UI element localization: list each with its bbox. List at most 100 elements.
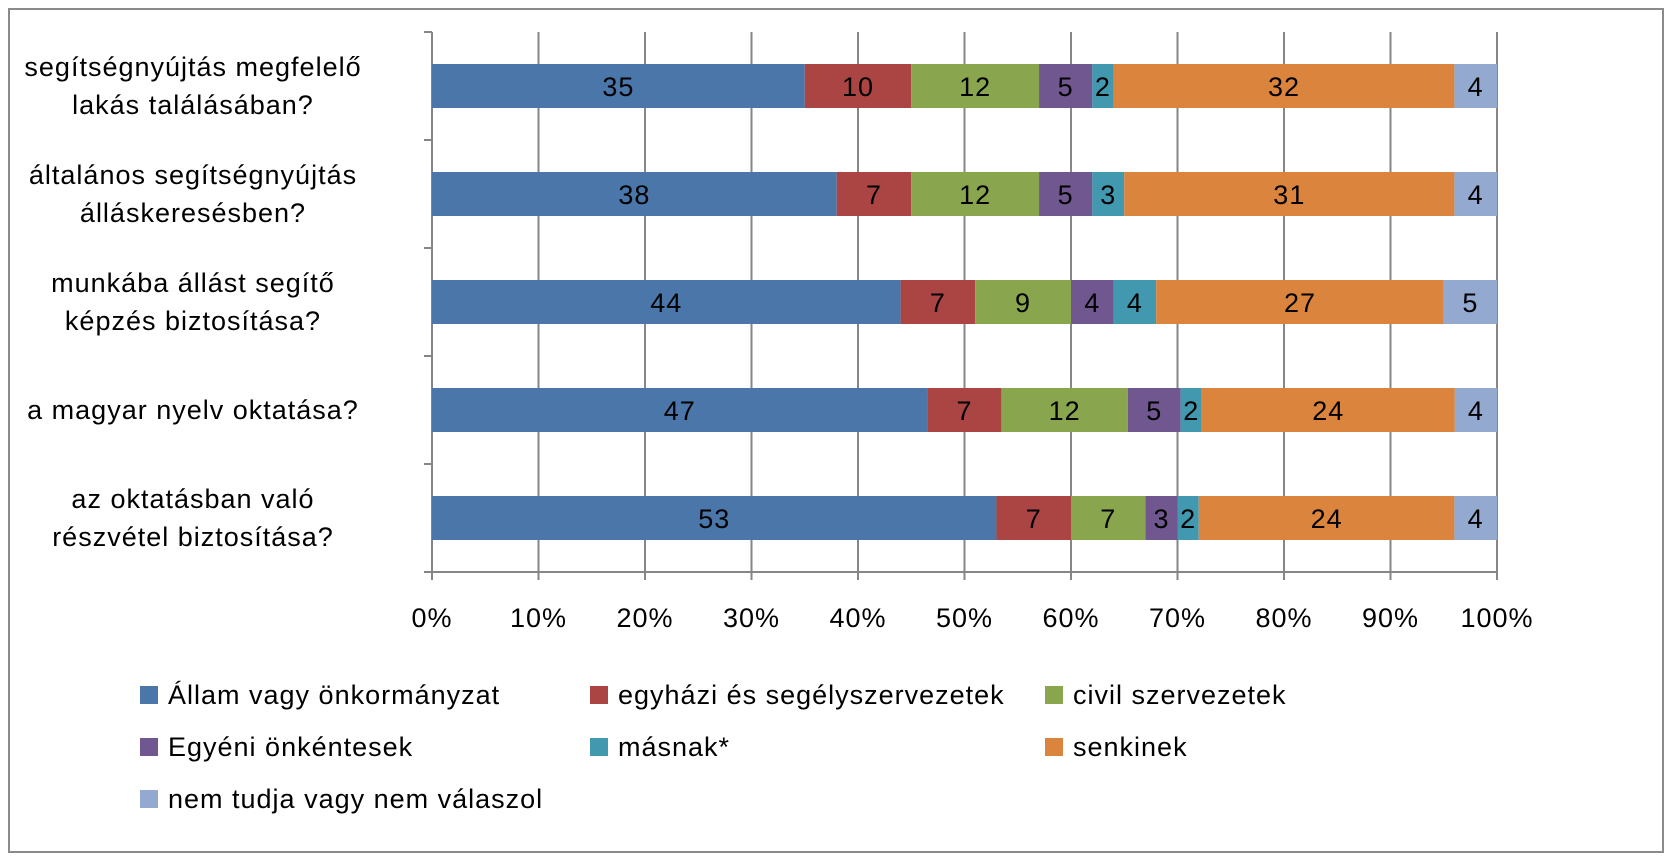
data-label: 38 [618, 180, 650, 210]
data-label: 3 [1154, 504, 1170, 534]
bar-segment [1177, 496, 1199, 540]
data-label: 7 [1026, 504, 1042, 534]
data-label: 2 [1095, 72, 1111, 102]
category-label: segítségnyújtás megfelelő lakás találásáb… [0, 48, 403, 124]
category-label-line: lakás találásában? [72, 90, 314, 120]
x-tick-label: 0% [411, 603, 452, 633]
data-label: 9 [1015, 288, 1031, 318]
bar-segment [975, 280, 1071, 324]
legend-item: civil szervezetek [1045, 675, 1287, 715]
x-tick-label: 70% [1149, 603, 1206, 633]
plot-area: 0% 10% 20% 30% 40% 50% 60% 70% 80% 90% 100%35 10 12 5… [411, 31, 1533, 633]
bar-segment [1071, 280, 1114, 324]
legend-swatch [140, 790, 158, 808]
bar-segment [432, 280, 901, 324]
data-label: 7 [956, 396, 972, 426]
data-label: 5 [1462, 288, 1478, 318]
bar-segment [996, 496, 1071, 540]
category-label: az oktatásban való részvétel biztosítása? [0, 480, 403, 556]
data-label: 4 [1468, 504, 1484, 534]
data-label: 44 [650, 288, 682, 318]
category-label: a magyar nyelv oktatása? [0, 391, 403, 429]
data-label: 10 [842, 72, 874, 102]
bar-segment [1113, 64, 1455, 108]
legend-item: Állam vagy önkormányzat [140, 675, 500, 715]
data-label: 4 [1468, 396, 1484, 426]
bar-segment [927, 388, 1002, 432]
data-label: 12 [1049, 396, 1081, 426]
legend-swatch [1045, 686, 1063, 704]
data-label: 5 [1058, 180, 1074, 210]
bar-segment [911, 64, 1040, 108]
legend-label: egyházi és segélyszervezetek [618, 679, 1005, 710]
bar-segment [1127, 388, 1181, 432]
legend-label: civil szervezetek [1073, 679, 1287, 710]
bar-segment [1092, 64, 1114, 108]
legend: Állam vagy önkormányzat egyházi és segély… [140, 675, 1640, 855]
data-label: 4 [1468, 180, 1484, 210]
legend-swatch [590, 738, 608, 756]
bar-segment [432, 172, 837, 216]
legend-label: nem tudja vagy nem válaszol [168, 783, 544, 814]
bar-segment [1180, 388, 1202, 432]
data-label: 4 [1468, 72, 1484, 102]
legend-label: másnak* [618, 731, 731, 762]
data-label: 31 [1273, 180, 1305, 210]
legend-label: Egyéni önkéntesek [168, 731, 414, 762]
category-label-line: képzés biztosítása? [64, 306, 322, 336]
legend-label: senkinek [1073, 731, 1188, 762]
data-label: 12 [959, 180, 991, 210]
category-label-line: az oktatásban való [71, 484, 315, 514]
bar-segment [1454, 496, 1497, 540]
x-tick-label: 40% [829, 603, 886, 633]
bar-segment [1113, 280, 1157, 324]
data-label: 24 [1311, 504, 1343, 534]
data-label: 12 [959, 72, 991, 102]
x-tick-label: 10% [510, 603, 567, 633]
data-label: 32 [1268, 72, 1300, 102]
x-tick-label: 20% [616, 603, 673, 633]
data-label: 47 [664, 396, 696, 426]
bar-segment [1124, 172, 1455, 216]
data-label: 5 [1146, 396, 1162, 426]
chart-frame: 0% 10% 20% 30% 40% 50% 60% 70% 80% 90% 100% 35 10 12 5… [8, 8, 1664, 853]
category-label-line: részvétel biztosítása? [52, 522, 334, 552]
data-label: 4 [1127, 288, 1143, 318]
category-label: munkába állást segítő képzés biztosítása? [0, 264, 403, 340]
legend-item: nem tudja vagy nem válaszol [140, 779, 543, 819]
category-label-line: segítségnyújtás megfelelő [24, 52, 362, 82]
bar-segment [1071, 496, 1146, 540]
legend-item: másnak* [590, 727, 730, 767]
data-label: 7 [866, 180, 882, 210]
bar-segment [432, 388, 928, 432]
bar-segment [1454, 388, 1497, 432]
legend-swatch [140, 738, 158, 756]
x-tick-label: 90% [1362, 603, 1419, 633]
bar-segment [911, 172, 1040, 216]
data-label: 2 [1183, 396, 1199, 426]
bar-segment [1001, 388, 1128, 432]
legend-item: egyházi és segélyszervezetek [590, 675, 1005, 715]
x-tick-label: 80% [1255, 603, 1312, 633]
legend-item: Egyéni önkéntesek [140, 727, 413, 767]
legend-swatch [590, 686, 608, 704]
x-tick-label: 30% [723, 603, 780, 633]
bar-segment [804, 64, 912, 108]
bar-segment [432, 496, 997, 540]
bar-segment [1454, 172, 1497, 216]
bar-segment [1156, 280, 1444, 324]
data-label: 24 [1312, 396, 1344, 426]
bar-segment [1198, 496, 1455, 540]
category-label-line: általános segítségnyújtás [28, 160, 358, 190]
category-label: általános segítségnyújtás álláskeresésben… [0, 156, 403, 232]
data-label: 2 [1180, 504, 1196, 534]
bar-segment [1443, 280, 1497, 324]
x-tick-label: 50% [936, 603, 993, 633]
bar-segment [1039, 172, 1093, 216]
x-tick-label: 100% [1460, 603, 1533, 633]
data-label: 7 [930, 288, 946, 318]
bar-segment [1039, 64, 1093, 108]
bar-segment [900, 280, 976, 324]
bar-segment [432, 64, 805, 108]
bar-segment [836, 172, 912, 216]
